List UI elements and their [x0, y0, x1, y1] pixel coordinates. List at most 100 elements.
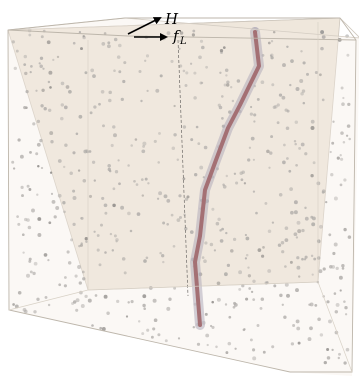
- particle: [346, 124, 351, 128]
- particle: [37, 233, 42, 237]
- particle: [40, 166, 44, 170]
- particle: [217, 103, 221, 107]
- particle: [130, 300, 134, 304]
- particle: [199, 165, 204, 170]
- particle: [182, 177, 186, 181]
- particle: [24, 217, 28, 222]
- particle: [107, 41, 111, 45]
- particle: [319, 224, 323, 229]
- particle: [215, 345, 218, 349]
- particle: [289, 187, 293, 191]
- particle: [203, 259, 207, 264]
- particle: [145, 256, 149, 260]
- particle: [302, 101, 306, 105]
- particle: [29, 70, 32, 74]
- particle: [320, 46, 324, 51]
- particle: [247, 266, 250, 269]
- particle: [42, 67, 45, 70]
- particle: [230, 86, 233, 89]
- particle: [310, 254, 314, 258]
- particle: [344, 306, 348, 310]
- particle: [341, 267, 345, 270]
- particle: [335, 302, 340, 307]
- particle: [184, 197, 189, 201]
- particle: [138, 69, 142, 74]
- particle: [224, 303, 228, 306]
- particle: [194, 173, 198, 177]
- particle: [35, 152, 39, 156]
- particle: [103, 294, 108, 299]
- particle: [268, 166, 271, 169]
- particle: [321, 98, 325, 102]
- particle: [152, 327, 156, 331]
- particle: [108, 98, 112, 103]
- particle: [211, 207, 215, 211]
- particle: [282, 63, 286, 68]
- particle: [91, 324, 94, 327]
- particle: [332, 251, 336, 256]
- particle: [312, 161, 316, 165]
- particle: [48, 108, 52, 113]
- particle: [339, 183, 343, 187]
- particle: [37, 165, 40, 168]
- particle: [107, 167, 111, 172]
- particle: [299, 79, 304, 83]
- particle: [279, 293, 283, 298]
- particle: [36, 119, 41, 124]
- particle: [296, 220, 301, 225]
- particle: [65, 85, 70, 89]
- particle: [22, 251, 25, 254]
- particle: [240, 178, 244, 182]
- particle: [242, 328, 246, 332]
- particle: [286, 45, 289, 49]
- particle: [231, 99, 235, 103]
- particle: [116, 55, 121, 59]
- particle: [134, 138, 138, 141]
- particle: [255, 211, 258, 215]
- particle: [92, 74, 96, 78]
- particle: [225, 174, 229, 178]
- particle: [341, 102, 345, 106]
- particle: [23, 54, 28, 59]
- particle: [141, 332, 145, 336]
- particle: [253, 113, 257, 117]
- particle: [225, 74, 228, 77]
- particle: [301, 89, 306, 93]
- particle: [319, 333, 324, 337]
- particle: [162, 260, 165, 264]
- particle: [37, 217, 42, 221]
- particle: [316, 181, 321, 186]
- particle: [184, 227, 188, 231]
- particle: [290, 342, 295, 346]
- particle: [228, 315, 232, 319]
- particle: [244, 233, 248, 237]
- particle: [11, 40, 15, 44]
- particle: [153, 318, 158, 323]
- particle: [157, 161, 160, 164]
- particle: [245, 297, 249, 301]
- particle: [301, 257, 304, 261]
- particle: [173, 104, 176, 108]
- particle: [234, 347, 237, 350]
- particle: [309, 326, 313, 331]
- particle: [345, 134, 349, 137]
- particle: [142, 303, 146, 308]
- particle: [295, 236, 299, 239]
- particle: [36, 193, 39, 196]
- particle: [136, 212, 141, 216]
- particle: [266, 149, 270, 154]
- particle: [225, 351, 229, 355]
- particle: [77, 169, 81, 172]
- particle: [28, 33, 32, 37]
- particle: [264, 201, 268, 205]
- particle: [343, 227, 347, 232]
- particle: [60, 103, 65, 107]
- particle: [127, 301, 130, 304]
- particle: [113, 234, 117, 238]
- particle: [118, 43, 122, 48]
- particle: [328, 319, 332, 324]
- particle: [106, 311, 110, 315]
- particle: [47, 303, 51, 307]
- particle: [347, 102, 351, 107]
- particle: [281, 303, 284, 306]
